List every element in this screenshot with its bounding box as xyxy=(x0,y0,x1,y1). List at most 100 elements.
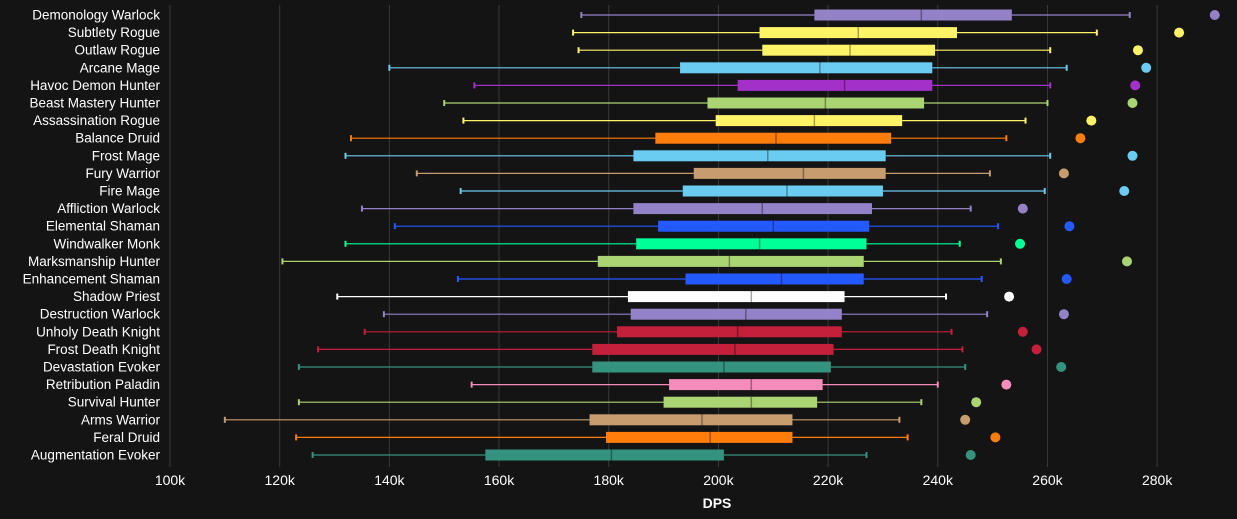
category-label: Devastation Evoker xyxy=(43,360,161,375)
max-point xyxy=(1121,256,1132,267)
max-point xyxy=(1086,115,1097,126)
iqr-box xyxy=(715,115,903,127)
category-label: Havoc Demon Hunter xyxy=(30,78,160,93)
iqr-box xyxy=(693,167,886,179)
category-label: Augmentation Evoker xyxy=(31,448,161,463)
iqr-box xyxy=(685,273,864,285)
series-row xyxy=(473,79,1141,91)
max-point xyxy=(960,414,971,425)
x-tick-label: 260k xyxy=(1032,472,1063,488)
category-label: Destruction Warlock xyxy=(40,307,161,322)
iqr-box xyxy=(680,62,933,74)
x-tick-label: 160k xyxy=(484,472,515,488)
category-label: Balance Druid xyxy=(75,131,160,146)
category-label: Arcane Mage xyxy=(80,60,160,75)
iqr-box xyxy=(682,185,883,197)
iqr-box xyxy=(655,132,892,144)
category-label: Marksmanship Hunter xyxy=(28,254,161,269)
max-point xyxy=(1001,379,1012,390)
series-row xyxy=(311,449,976,461)
iqr-box xyxy=(633,150,886,162)
max-point xyxy=(1119,186,1130,196)
x-tick-label: 200k xyxy=(703,472,734,488)
max-point xyxy=(1174,27,1185,38)
max-point xyxy=(1004,291,1015,302)
series-row xyxy=(344,238,1026,250)
category-label: Outlaw Rogue xyxy=(74,43,160,58)
series-row xyxy=(223,414,971,426)
series-row xyxy=(281,255,1132,267)
category-labels: Demonology Warlock Subtlety Rogue Outlaw R… xyxy=(23,8,161,463)
x-axis-title: DPS xyxy=(703,495,732,511)
category-label: Affliction Warlock xyxy=(57,201,160,216)
iqr-box xyxy=(597,255,864,267)
iqr-box xyxy=(762,44,936,56)
max-point xyxy=(1064,221,1075,232)
category-label: Enhancement Shaman xyxy=(23,272,160,287)
iqr-box xyxy=(592,343,834,355)
iqr-box xyxy=(605,431,793,443)
category-label: Survival Hunter xyxy=(68,395,161,410)
max-point xyxy=(1031,344,1042,355)
iqr-box xyxy=(592,361,831,373)
category-label: Fury Warrior xyxy=(86,166,161,181)
max-point xyxy=(1061,274,1072,284)
max-point xyxy=(1058,309,1069,320)
x-axis-ticks: 100k 120k 140k 160k 180k 200k 220k 240k 260k 280k xyxy=(155,472,1174,488)
series-boxes xyxy=(223,9,1220,461)
iqr-box xyxy=(737,79,933,91)
category-label: Arms Warrior xyxy=(81,412,160,427)
max-point xyxy=(1130,80,1141,91)
max-point xyxy=(1075,133,1086,144)
series-row xyxy=(297,396,982,408)
series-row xyxy=(382,308,1069,320)
series-row xyxy=(344,150,1138,162)
category-label: Shadow Priest xyxy=(73,289,160,304)
x-tick-label: 280k xyxy=(1142,472,1173,488)
iqr-box xyxy=(814,9,1012,21)
series-row xyxy=(349,132,1086,144)
category-label: Frost Death Knight xyxy=(47,342,160,357)
x-tick-label: 100k xyxy=(155,472,186,488)
iqr-box xyxy=(630,308,842,320)
category-label: Elemental Shaman xyxy=(46,219,160,234)
max-point xyxy=(971,397,982,408)
category-label: Frost Mage xyxy=(92,148,160,163)
x-tick-label: 220k xyxy=(813,472,844,488)
series-row xyxy=(317,343,1042,355)
max-point xyxy=(990,432,1001,443)
series-row xyxy=(336,291,1015,303)
series-row xyxy=(470,379,1012,391)
iqr-box xyxy=(663,396,818,408)
category-label: Retribution Paladin xyxy=(46,377,160,392)
max-point xyxy=(1017,326,1028,337)
series-row xyxy=(360,203,1028,215)
max-point xyxy=(1141,62,1152,73)
iqr-box xyxy=(627,291,845,303)
category-label: Unholy Death Knight xyxy=(36,324,160,339)
category-label: Fire Mage xyxy=(99,184,160,199)
iqr-box xyxy=(616,326,842,338)
iqr-box xyxy=(633,203,872,215)
series-row xyxy=(415,167,1069,179)
category-label: Demonology Warlock xyxy=(32,8,160,23)
category-label: Windwalker Monk xyxy=(53,236,160,251)
series-row xyxy=(297,361,1067,373)
x-tick-label: 140k xyxy=(374,472,405,488)
series-row xyxy=(388,62,1152,74)
series-row xyxy=(580,9,1220,21)
x-tick-label: 240k xyxy=(923,472,954,488)
series-row xyxy=(393,220,1075,232)
series-row xyxy=(577,44,1143,56)
max-point xyxy=(1017,203,1028,214)
series-row xyxy=(295,431,1001,443)
iqr-box xyxy=(636,238,867,250)
iqr-box xyxy=(485,449,724,461)
series-row xyxy=(459,185,1130,197)
series-row xyxy=(572,27,1185,39)
iqr-box xyxy=(707,97,925,109)
max-point xyxy=(1015,238,1026,249)
series-row xyxy=(443,97,1138,109)
series-row xyxy=(456,273,1072,285)
